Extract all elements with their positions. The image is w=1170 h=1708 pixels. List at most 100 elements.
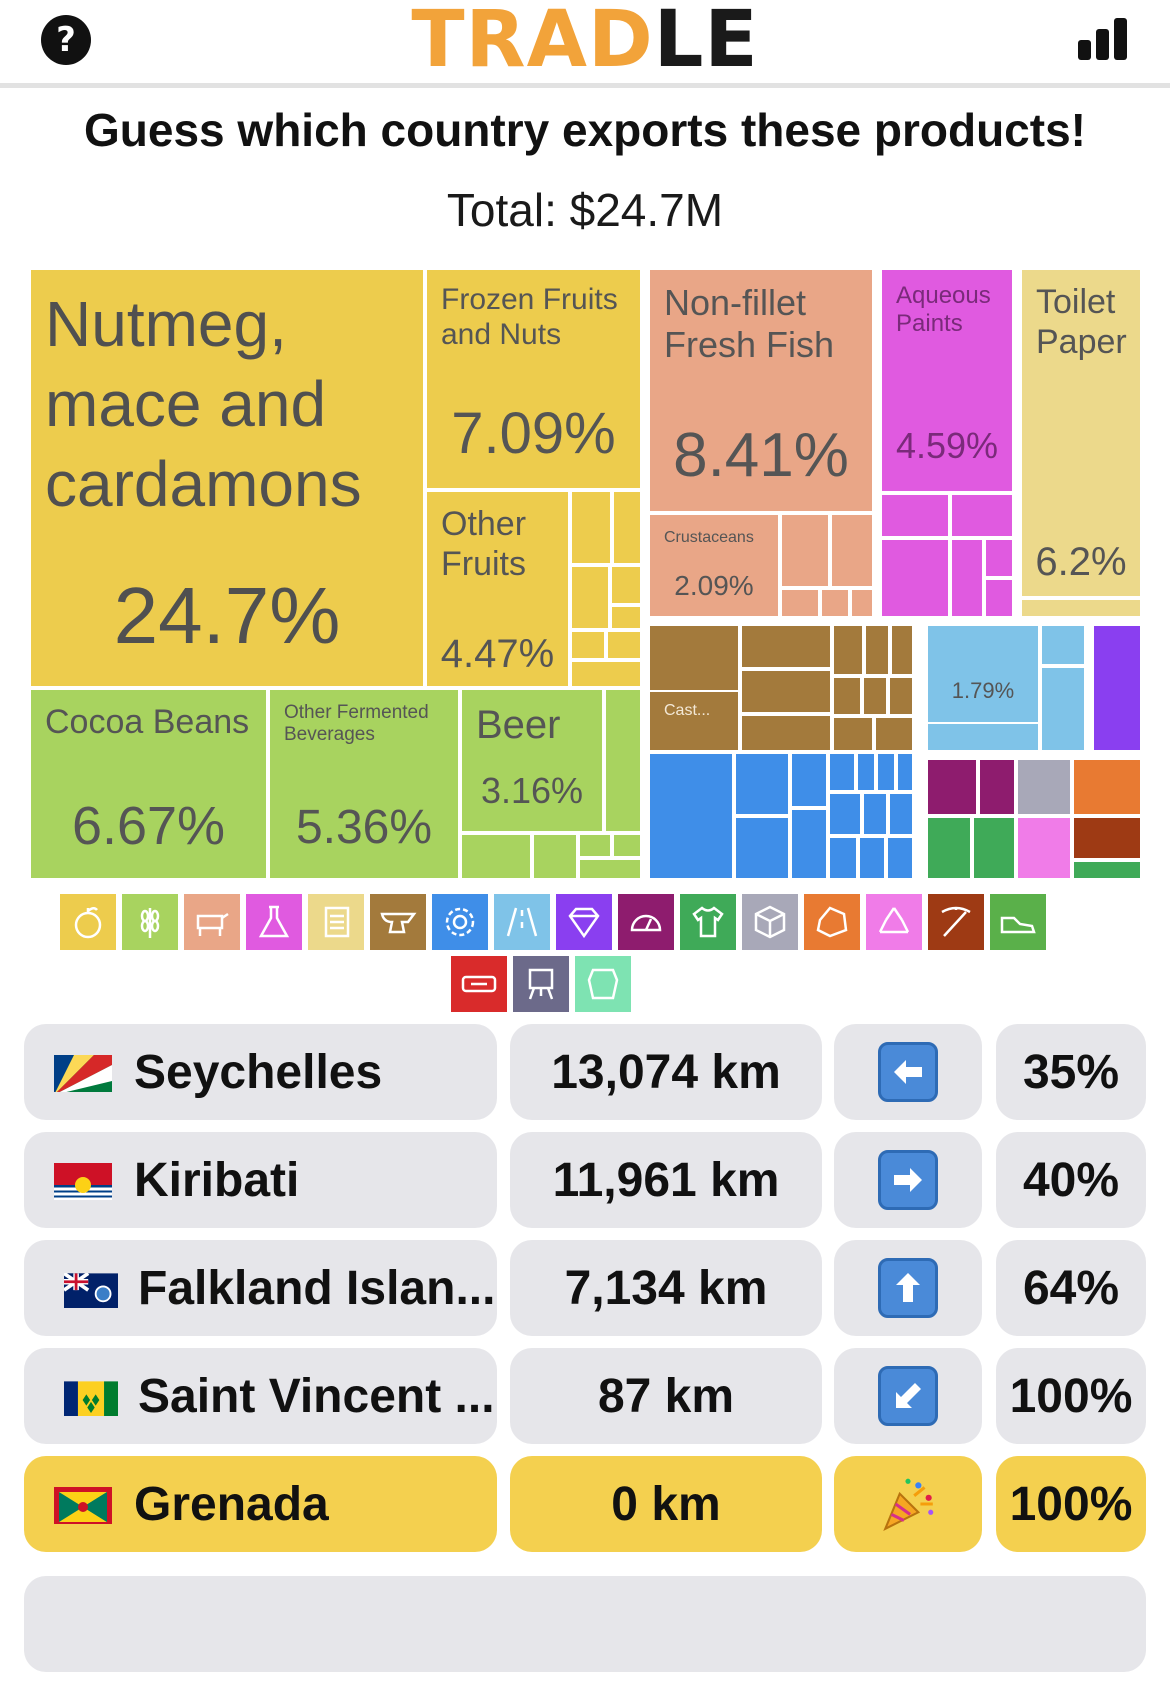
tile-small (734, 752, 790, 816)
shoe-icon[interactable] (988, 892, 1048, 952)
grenada-flag-icon (54, 1484, 112, 1524)
tile-small (648, 752, 734, 880)
country-name: Grenada (134, 1477, 329, 1531)
distance-value: 0 km (611, 1477, 721, 1531)
tile-small (850, 588, 874, 618)
guess-direction (834, 1456, 982, 1552)
tile-small (734, 816, 790, 880)
wheat-icon[interactable] (120, 892, 180, 952)
up-arrow-icon (878, 1258, 938, 1318)
down-left-arrow-icon (878, 1366, 938, 1426)
tile-small (578, 833, 612, 858)
tile-small (790, 808, 828, 880)
distance-value: 7,134 km (564, 1261, 768, 1315)
easel-icon[interactable] (511, 954, 571, 1014)
guess-direction (834, 1132, 982, 1228)
tile-small (888, 676, 914, 716)
tile-percent: 6.2% (1035, 540, 1127, 584)
guess-proximity: 35% (996, 1024, 1146, 1120)
flask-icon[interactable] (244, 892, 304, 952)
country-name: Seychelles (134, 1045, 383, 1099)
tile-small (1040, 624, 1086, 666)
tile-small (858, 836, 886, 880)
tile-small (648, 624, 740, 692)
tile-small (1072, 816, 1142, 860)
tile-other-fruits: Other Fruits 4.47% (425, 490, 570, 688)
tile-small (820, 588, 850, 618)
road-icon[interactable] (492, 892, 552, 952)
tile-small (984, 538, 1014, 578)
tile-small (926, 722, 1040, 752)
tile-small (570, 660, 642, 688)
tile-beer: Beer 3.16% (460, 688, 604, 833)
tile-small (740, 624, 832, 669)
guess-input-slot[interactable] (24, 1576, 1146, 1672)
saint-vincent-flag-icon (64, 1376, 118, 1416)
guess-proximity: 100% (996, 1348, 1146, 1444)
tile-label: Toilet Paper (1036, 283, 1127, 362)
tile-small (874, 716, 914, 752)
tile-small (886, 836, 914, 880)
party-popper-icon (883, 1478, 934, 1531)
tile-cocoa-beans: Cocoa Beans 6.67% (29, 688, 268, 880)
tile-small (972, 816, 1016, 880)
kiribati-flag-icon (54, 1160, 112, 1200)
leather-icon[interactable] (573, 954, 633, 1014)
tile-small (1040, 666, 1086, 752)
logo-part-2: LE (653, 0, 759, 85)
tile-small (876, 752, 896, 792)
gauge-icon[interactable] (616, 892, 676, 952)
tile-label: Nutmeg, mace and cardamons (45, 288, 362, 520)
category-legend (58, 892, 1118, 1020)
tile-crustaceans: Crustaceans 2.09% (648, 513, 780, 618)
tile-percent: 2.09% (674, 570, 754, 601)
tile-small (612, 833, 642, 858)
tile-small (1016, 758, 1072, 816)
tile-small (832, 676, 862, 716)
country-name: Kiribati (134, 1153, 300, 1207)
help-button[interactable]: ? (41, 15, 91, 65)
recycle-icon[interactable] (864, 892, 924, 952)
tile-small (570, 630, 606, 660)
tile-percent: 6.67% (71, 796, 226, 856)
tile-small (612, 490, 642, 565)
tile-small (1072, 758, 1142, 816)
tile-small (862, 676, 888, 716)
gem-icon[interactable] (554, 892, 614, 952)
tile-small (790, 752, 828, 808)
tile-percent: 4.47% (440, 632, 555, 676)
guess-proximity: 100% (996, 1456, 1146, 1552)
anvil-icon[interactable] (368, 892, 428, 952)
distance-value: 11,961 km (552, 1153, 780, 1207)
paper-icon[interactable] (306, 892, 366, 952)
shirt-icon[interactable] (678, 892, 738, 952)
country-name: Saint Vincent ... (138, 1369, 495, 1423)
bar-chart-icon[interactable] (1076, 18, 1130, 60)
tile-label: Aqueous Paints (896, 282, 991, 338)
tile-percent: 4.59% (895, 425, 999, 466)
guess-country: Seychelles (24, 1024, 497, 1120)
tile-small (460, 833, 532, 880)
tile-small (978, 758, 1016, 816)
fruit-icon[interactable] (58, 892, 118, 952)
pickaxe-icon[interactable] (926, 892, 986, 952)
proximity-value: 35% (1022, 1045, 1120, 1099)
tile-small (604, 688, 642, 833)
tile-aqueous-paints: Aqueous Paints 4.59% (880, 268, 1014, 493)
tile-percent: 5.36% (295, 801, 433, 854)
animal-icon[interactable] (182, 892, 242, 952)
tile-label: Non-fillet Fresh Fish (664, 282, 835, 366)
gear-icon[interactable] (430, 892, 490, 952)
ticket-icon[interactable] (449, 954, 509, 1014)
tile-small (856, 752, 876, 792)
guess-distance: 7,134 km (510, 1240, 822, 1336)
tile-toilet-paper: Toilet Paper 6.2% (1020, 268, 1142, 598)
distance-value: 87 km (597, 1369, 735, 1423)
box-icon[interactable] (740, 892, 800, 952)
tile-fresh-fish: Non-fillet Fresh Fish 8.41% (648, 268, 874, 513)
tile-small (1020, 598, 1142, 618)
stone-icon[interactable] (802, 892, 862, 952)
tile-small (880, 493, 950, 538)
tile-small (740, 714, 832, 752)
tile-small (832, 716, 874, 752)
